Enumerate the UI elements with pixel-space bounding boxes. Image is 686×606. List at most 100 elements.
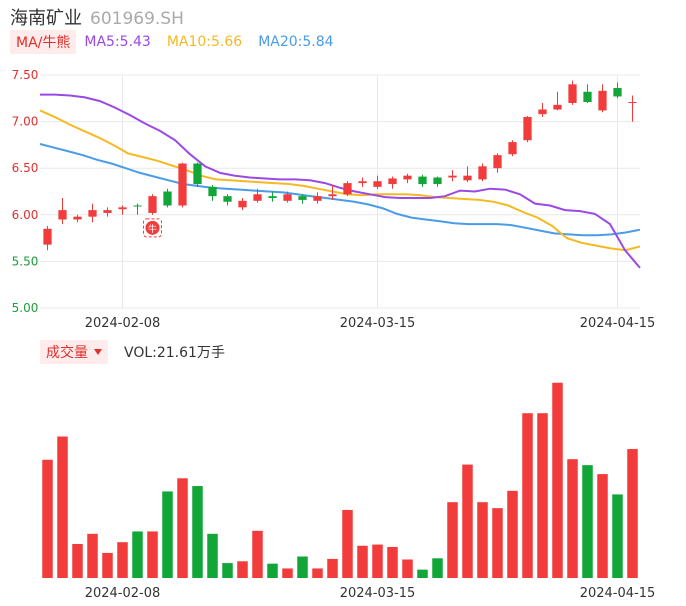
- date-axis-bottom: 2024-02-08 2024-03-15 2024-04-15: [85, 586, 656, 601]
- ma20-label: MA20:5.84: [258, 34, 334, 50]
- volume-bar: [252, 530, 263, 578]
- date-axis-top: 2024-02-08 2024-03-15 2024-04-15: [85, 316, 656, 331]
- candle: [508, 140, 517, 157]
- candle-body: [538, 109, 547, 115]
- candle: [628, 95, 637, 122]
- y-tick-label: 7.00: [12, 115, 39, 129]
- volume-bar: [42, 459, 53, 578]
- candle-body: [523, 116, 532, 141]
- bull-icon-text: 牛: [148, 223, 157, 235]
- volume-bar: [177, 478, 188, 578]
- volume-bar: [267, 563, 278, 578]
- y-tick-label: 6.50: [12, 161, 39, 175]
- volume-bar: [207, 533, 218, 578]
- candle: [613, 82, 622, 99]
- candle: [553, 91, 562, 111]
- candle-body: [253, 194, 262, 201]
- volume-bar: [237, 561, 248, 578]
- candle-body: [388, 178, 397, 185]
- candle-body: [283, 194, 292, 201]
- y-tick-label: 7.50: [12, 68, 39, 82]
- x-tick-label: 2024-03-15: [340, 586, 416, 601]
- candle-body: [73, 216, 82, 220]
- candle-body: [358, 181, 367, 184]
- candle-body: [448, 175, 457, 178]
- volume-bar: [297, 556, 308, 578]
- candle: [388, 176, 397, 189]
- candle-body: [463, 175, 472, 181]
- candle: [193, 162, 202, 187]
- volume-bar: [147, 531, 158, 578]
- candle: [148, 194, 157, 215]
- candle-body: [433, 177, 442, 185]
- candle-body: [313, 196, 322, 201]
- x-tick-label: 2024-04-15: [580, 316, 656, 331]
- candle-body: [88, 210, 97, 217]
- volume-bar: [222, 563, 233, 578]
- volume-value: VOL:21.61万手: [124, 345, 225, 361]
- volume-bar: [312, 568, 323, 578]
- candle-body: [553, 104, 562, 110]
- volume-bar: [462, 464, 473, 578]
- candle: [253, 188, 262, 203]
- volume-bar: [612, 494, 623, 578]
- volume-bars: [42, 382, 638, 578]
- x-tick-label: 2024-03-15: [340, 316, 416, 331]
- volume-indicator-label: 成交量: [46, 345, 88, 361]
- volume-bar: [282, 568, 293, 578]
- ma10-label: MA10:5.66: [166, 34, 243, 50]
- volume-bar: [627, 449, 638, 578]
- candle: [223, 194, 232, 206]
- volume-bar: [552, 382, 563, 578]
- volume-bar: [402, 559, 413, 578]
- volume-bar: [537, 413, 548, 578]
- ma-indicator-button[interactable]: MA/牛熊: [10, 30, 77, 54]
- candle-body: [133, 205, 142, 207]
- price-axis: 7.50 7.00 6.50 6.00 5.50 5.00: [12, 68, 39, 315]
- candlesticks: [43, 80, 637, 251]
- candle: [73, 214, 82, 223]
- candle: [448, 170, 457, 182]
- volume-bar: [117, 542, 128, 578]
- ma-legend: MA/牛熊 MA5:5.43 MA10:5.66 MA20:5.84: [10, 30, 350, 54]
- stock-header: 海南矿业 601969.SH: [10, 4, 184, 29]
- ma5-line: [40, 93, 641, 269]
- candle: [493, 153, 502, 173]
- price-grid: [40, 74, 640, 309]
- volume-bar: [492, 508, 503, 578]
- candle: [133, 203, 142, 215]
- candle-body: [268, 196, 277, 199]
- candle: [523, 116, 532, 143]
- x-tick-label: 2024-02-08: [85, 316, 161, 331]
- candle-body: [598, 90, 607, 111]
- candle: [538, 102, 547, 117]
- bull-icon-badge: [145, 220, 160, 235]
- volume-bar: [567, 459, 578, 578]
- candle-body: [178, 163, 187, 206]
- candle-body: [118, 207, 127, 210]
- candle-body: [343, 183, 352, 195]
- candle: [418, 174, 427, 187]
- candle-body: [493, 155, 502, 169]
- candle-body: [403, 175, 412, 180]
- candle-body: [238, 200, 247, 208]
- dropdown-caret-icon: [94, 349, 102, 355]
- candle: [163, 188, 172, 208]
- candle-body: [478, 166, 487, 180]
- volume-bar: [582, 465, 593, 578]
- candle-body: [568, 84, 577, 103]
- volume-indicator-button[interactable]: 成交量: [40, 340, 108, 364]
- candle: [598, 84, 607, 113]
- bull-marker: 牛: [143, 218, 162, 238]
- volume-bar: [102, 552, 113, 578]
- stock-name: 海南矿业: [10, 8, 82, 29]
- candle: [118, 205, 127, 215]
- ma5-label: MA5:5.43: [84, 34, 151, 50]
- ma20-line: [39, 143, 641, 237]
- candle: [88, 203, 97, 223]
- volume-bar: [342, 509, 353, 578]
- candle-body: [103, 210, 112, 213]
- candle-body: [58, 210, 67, 220]
- candle: [283, 191, 292, 203]
